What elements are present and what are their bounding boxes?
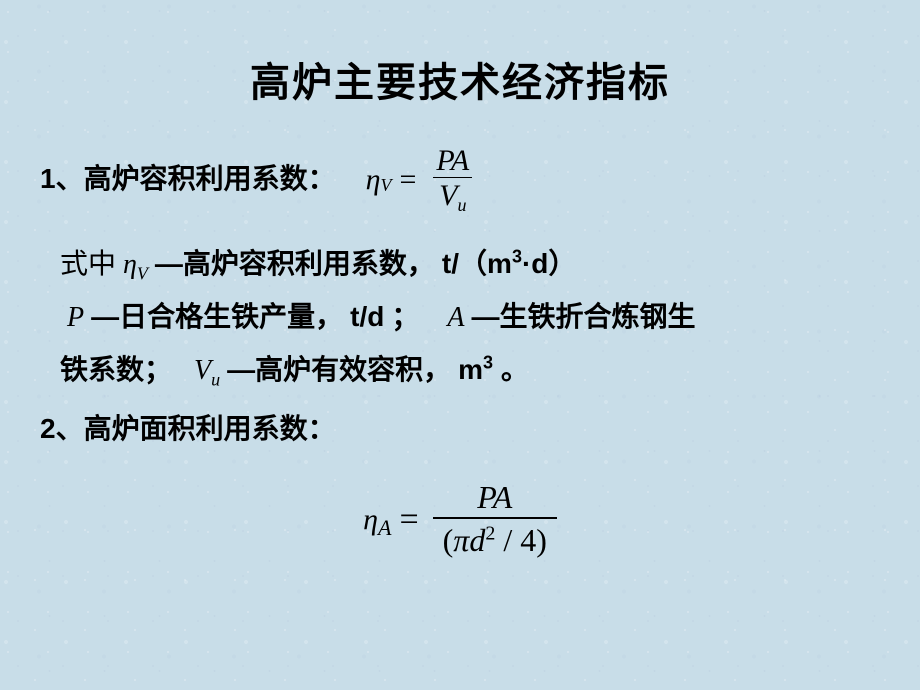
den-four: 4 (520, 522, 536, 558)
P-unit: t/d (350, 301, 384, 332)
item-2-row: 2、高炉面积利用系数： (40, 405, 880, 453)
frac1-den: Vu (433, 177, 472, 214)
den-slash: / (495, 522, 520, 558)
item-1-row: 1、高炉容积利用系数： ηV = PA Vu (40, 144, 880, 214)
eq-sign-2: = (399, 491, 418, 549)
frac2-num: PA (459, 480, 530, 517)
etaA-sym: η (363, 494, 378, 545)
den-close: ) (536, 522, 547, 558)
page-title: 高炉主要技术经济指标 (40, 50, 880, 108)
etaV-desc: —高炉容积利用系数， (155, 248, 435, 279)
A-desc-a: —生铁折合炼钢生 (471, 301, 695, 332)
P-desc: —日合格生铁产量， (91, 301, 343, 332)
den-open: ( (443, 522, 454, 558)
etaV-sym: ηV (123, 249, 148, 280)
frac1-num: PA (430, 144, 475, 177)
title-text: 高炉主要技术经济指标 (250, 61, 670, 105)
item-2-number: 2 (40, 413, 56, 444)
den-exp: 2 (485, 523, 495, 545)
prefix: 式中 (60, 249, 116, 280)
frac1-V: V (439, 179, 457, 212)
explanation-block: 式中 ηV —高炉容积利用系数， t/（m3·d） P —日合格生铁产量， t/… (40, 238, 880, 397)
item-1-label: 1、高炉容积利用系数： (40, 155, 336, 203)
formula-eta-v: ηV = PA Vu (366, 144, 476, 214)
formula-eta-a: ηA = PA (πd2 / 4) (363, 480, 557, 560)
den-pi: π (453, 522, 469, 558)
den-d: d (469, 522, 485, 558)
Vu-end: 。 (501, 354, 529, 385)
etaV-unit: t/（m3·d） (442, 248, 577, 279)
item-1-sep: 、 (56, 163, 84, 194)
eq-sign-1: = (400, 154, 417, 205)
explain-line-2: P —日合格生铁产量， t/d ； A —生铁折合炼钢生 (40, 291, 880, 344)
eta-sub: V (381, 170, 392, 201)
formula-eta-a-wrap: ηA = PA (πd2 / 4) (40, 480, 880, 560)
fraction-2: PA (πd2 / 4) (433, 480, 557, 560)
fraction-1: PA Vu (430, 144, 475, 214)
content-block: 1、高炉容积利用系数： ηV = PA Vu 式中 ηV —高炉容积利用系数， … (40, 144, 880, 560)
frac2-A: A (493, 479, 513, 515)
frac2-P: P (477, 479, 492, 515)
item-2-text: 高炉面积利用系数： (84, 413, 336, 444)
item-2-sep: 、 (56, 413, 84, 444)
eta-sym: η (366, 154, 381, 205)
item-1-text: 高炉容积利用系数： (84, 163, 336, 194)
frac1-P: P (436, 144, 450, 177)
A-desc-b: 铁系数； (60, 354, 172, 385)
item-1-number: 1 (40, 163, 56, 194)
Vu-desc: —高炉有效容积， (227, 354, 451, 385)
frac1-A: A (451, 144, 469, 177)
P-sym: P (67, 302, 84, 333)
A-sym: A (447, 302, 464, 333)
explain-line-1: 式中 ηV —高炉容积利用系数， t/（m3·d） (60, 238, 880, 291)
P-sep: ； (391, 301, 419, 332)
frac1-u: u (457, 195, 466, 215)
explain-line-3: 铁系数； Vu —高炉有效容积， m3 。 (60, 344, 880, 397)
etaA-sub: A (378, 509, 391, 546)
Vu-sym: Vu (194, 355, 220, 386)
Vu-unit: m3 (458, 354, 501, 385)
frac2-den: (πd2 / 4) (433, 517, 557, 559)
